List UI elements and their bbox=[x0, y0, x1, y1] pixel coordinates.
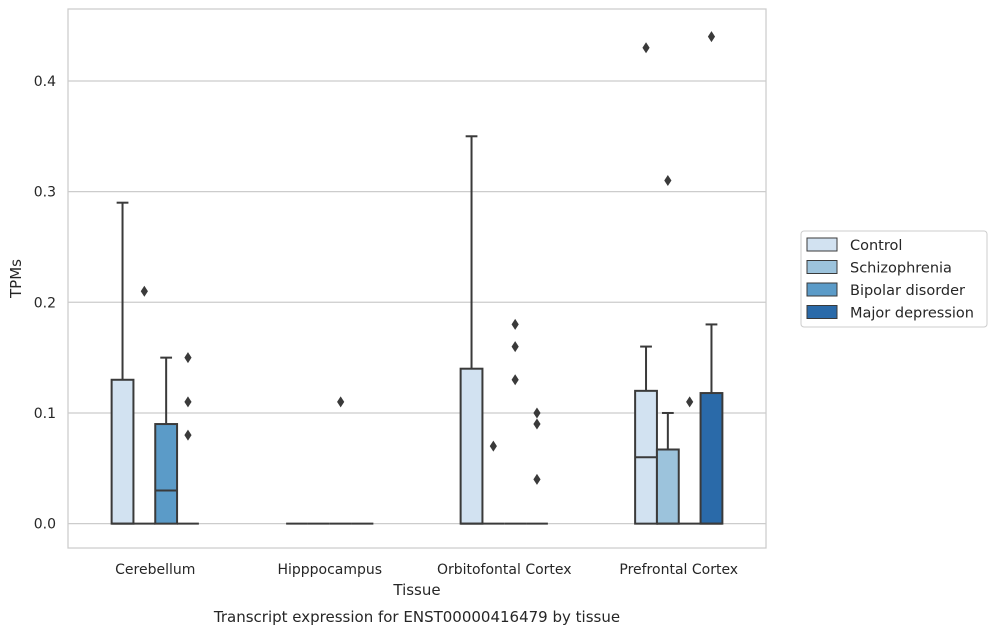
outlier-point bbox=[686, 396, 694, 408]
outlier-point bbox=[337, 396, 345, 408]
plot-frame bbox=[67, 8, 767, 549]
iqr-box bbox=[655, 448, 680, 525]
legend-label: Schizophrenia bbox=[850, 261, 952, 277]
box-schizophrenia bbox=[482, 440, 505, 525]
box-bipolar-disorder bbox=[154, 356, 179, 525]
x-tick-label: Prefrontal Cortex bbox=[619, 562, 738, 578]
legend-swatch bbox=[806, 305, 838, 319]
y-tick-label: 0.2 bbox=[34, 295, 56, 311]
x-tick-label: Hipppocampus bbox=[277, 562, 382, 578]
outlier-point bbox=[533, 473, 541, 485]
legend-frame bbox=[800, 230, 988, 328]
legend-label: Major depression bbox=[850, 306, 974, 322]
outlier-point bbox=[511, 318, 519, 330]
box-bipolar-disorder bbox=[329, 396, 352, 525]
outlier-point bbox=[511, 341, 519, 353]
legend-label: Bipolar disorder bbox=[850, 283, 965, 299]
x-tick-label: Orbitofontal Cortex bbox=[437, 562, 572, 578]
box-bipolar-disorder bbox=[504, 318, 527, 525]
outlier-point bbox=[533, 407, 541, 419]
y-tick-labels: 0.0 0.1 0.2 0.3 0.4 bbox=[34, 74, 56, 533]
box-control bbox=[634, 42, 658, 525]
outlier-point bbox=[533, 418, 541, 430]
y-tick-label: 0.0 bbox=[34, 517, 56, 533]
legend-items: Control Schizophrenia Bipolar disorder Majo… bbox=[806, 237, 974, 322]
outlier-point bbox=[184, 429, 192, 441]
box-control bbox=[110, 201, 135, 525]
y-tick-label: 0.4 bbox=[34, 74, 56, 90]
outlier-point bbox=[489, 440, 497, 452]
outlier-point bbox=[184, 396, 192, 408]
iqr-box bbox=[459, 367, 484, 525]
outlier-point bbox=[184, 352, 192, 364]
box-major-depression bbox=[526, 407, 548, 525]
box-major-depression bbox=[177, 352, 199, 525]
box-major-depression bbox=[699, 31, 724, 525]
outlier-point bbox=[642, 42, 650, 54]
iqr-box bbox=[154, 423, 179, 525]
boxes-layer bbox=[110, 31, 724, 525]
box-control bbox=[459, 135, 484, 525]
outlier-point bbox=[140, 285, 148, 297]
outlier-point bbox=[707, 31, 716, 43]
iqr-box bbox=[699, 392, 724, 525]
x-tick-label: Cerebellum bbox=[115, 562, 195, 578]
iqr-box bbox=[110, 378, 135, 525]
legend-swatch bbox=[806, 260, 838, 274]
legend-swatch bbox=[806, 282, 838, 297]
y-tick-label: 0.3 bbox=[34, 185, 56, 201]
legend: Control Schizophrenia Bipolar disorder Majo… bbox=[800, 230, 988, 328]
box-bipolar-disorder bbox=[678, 396, 701, 525]
x-axis-label: Tissue bbox=[392, 581, 440, 599]
box-schizophrenia bbox=[133, 285, 156, 525]
y-tick-label: 0.1 bbox=[34, 406, 56, 422]
legend-swatch bbox=[806, 237, 838, 252]
box-schizophrenia bbox=[655, 175, 680, 525]
outlier-point bbox=[664, 175, 672, 187]
x-tick-labels: Cerebellum Hipppocampus Orbitofontal Corte… bbox=[115, 562, 738, 578]
outlier-point bbox=[511, 374, 519, 386]
y-axis-label: TPMs bbox=[7, 259, 25, 299]
chart-caption: Transcript expression for ENST0000041647… bbox=[213, 608, 620, 626]
legend-label: Control bbox=[850, 238, 902, 254]
